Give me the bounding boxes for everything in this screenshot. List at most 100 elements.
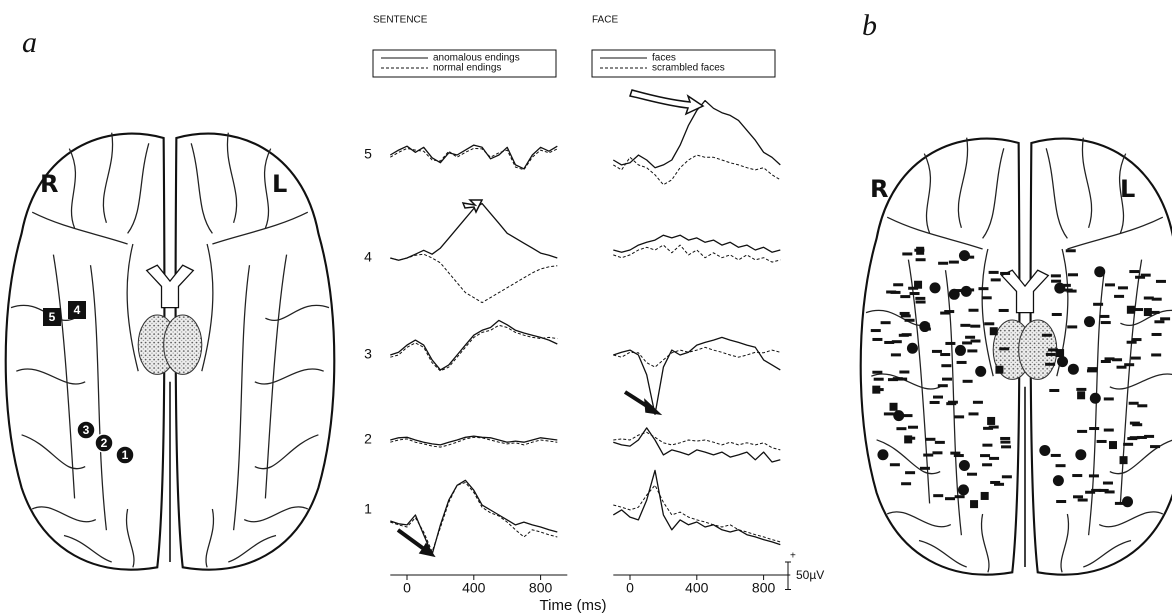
site-dash	[1099, 314, 1110, 318]
gyrus	[918, 539, 967, 568]
site-dash	[945, 497, 956, 501]
gyrus	[1119, 259, 1143, 504]
site-dash	[1091, 488, 1102, 492]
brains	[4, 132, 1172, 576]
site-dash	[908, 425, 919, 429]
site-dot	[1075, 449, 1087, 461]
site-dash	[899, 370, 910, 374]
erp-trace	[613, 431, 781, 451]
site-dash	[937, 384, 948, 388]
site-dash	[900, 295, 911, 299]
site-dash	[1077, 429, 1088, 433]
legend-label: normal endings	[433, 63, 501, 74]
site-dash	[1135, 275, 1146, 279]
site-square	[1126, 305, 1135, 314]
site-dash	[919, 466, 930, 470]
erp-trace	[612, 469, 781, 546]
erp-trace	[613, 154, 781, 186]
gyrus	[1083, 539, 1132, 568]
site-dash	[898, 333, 909, 337]
gyrus	[63, 534, 112, 563]
site-dot	[906, 342, 918, 354]
erp-trace	[390, 202, 558, 261]
site-dash	[980, 454, 991, 458]
site-dot	[1057, 356, 1069, 368]
site-dash	[994, 482, 1005, 486]
gyrus	[16, 368, 86, 385]
electrode-label: 5	[49, 310, 56, 324]
site-dash	[893, 283, 904, 287]
site-dash	[1041, 333, 1052, 337]
site-dash	[1098, 488, 1109, 492]
erp-trace	[613, 336, 781, 416]
gyrus	[957, 137, 969, 229]
site-dash	[1093, 302, 1104, 306]
site-square	[914, 280, 923, 289]
gyrus	[1098, 511, 1164, 528]
site-dash	[901, 482, 912, 486]
site-dash	[948, 260, 959, 264]
gyrus	[1045, 148, 1068, 239]
erp-trace	[613, 244, 781, 263]
panel-title: SENTENCE	[373, 15, 428, 26]
legend-label: faces	[652, 53, 676, 64]
erp-trace	[390, 479, 558, 556]
site-dash	[1049, 388, 1060, 392]
site-dash	[1126, 340, 1137, 344]
site-dash	[909, 292, 920, 296]
site-dash	[1103, 428, 1114, 432]
site-dash	[873, 377, 884, 381]
site-dash	[944, 310, 955, 314]
site-dot	[1122, 496, 1134, 508]
site-square	[1143, 308, 1152, 317]
site-dash	[933, 395, 944, 399]
optic-chiasm	[1000, 269, 1050, 314]
site-square	[995, 365, 1004, 374]
optic-chiasm	[145, 264, 195, 309]
legend-label: scrambled faces	[652, 63, 725, 74]
site-dash	[990, 480, 1001, 484]
site-dash	[1068, 273, 1079, 277]
site-dot	[957, 484, 969, 496]
gyrus	[907, 259, 931, 504]
site-dot	[1054, 282, 1066, 294]
gyrus	[190, 143, 213, 234]
hemisphere-label: L	[1120, 175, 1135, 203]
row-label: 2	[364, 431, 372, 447]
gyrus	[243, 506, 309, 523]
hemisphere-label: R	[40, 170, 58, 198]
panel-title: FACE	[592, 15, 618, 26]
gyrus	[264, 254, 288, 499]
site-dash	[1045, 352, 1056, 356]
site-dash	[978, 287, 989, 291]
site-dash	[1129, 421, 1140, 425]
site-dash	[902, 252, 913, 256]
arrow	[629, 89, 705, 116]
site-dash	[1000, 436, 1011, 440]
site-dash	[1150, 445, 1161, 449]
site-dash	[1085, 490, 1096, 494]
site-dash	[1127, 437, 1138, 441]
site-dash	[968, 308, 979, 312]
erp-trace	[390, 435, 558, 446]
site-dash	[1051, 279, 1062, 283]
site-dash	[1050, 274, 1061, 278]
site-dash	[873, 388, 884, 392]
site-dash	[1117, 286, 1128, 290]
row-label: 3	[364, 346, 372, 362]
electrode-marker	[94, 433, 114, 453]
site-dash	[940, 353, 951, 357]
site-dash	[1124, 363, 1135, 367]
site-dash	[1076, 387, 1087, 391]
site-dot	[893, 410, 905, 422]
site-dash	[870, 329, 881, 333]
site-square	[987, 416, 996, 425]
site-dash	[883, 412, 894, 416]
gyrus	[89, 265, 108, 531]
erp-trace	[613, 427, 781, 463]
gyrus	[125, 508, 135, 568]
row-label: 5	[364, 146, 372, 162]
site-dash	[1114, 294, 1125, 298]
site-dash	[954, 415, 965, 419]
gyrus	[1120, 309, 1172, 326]
